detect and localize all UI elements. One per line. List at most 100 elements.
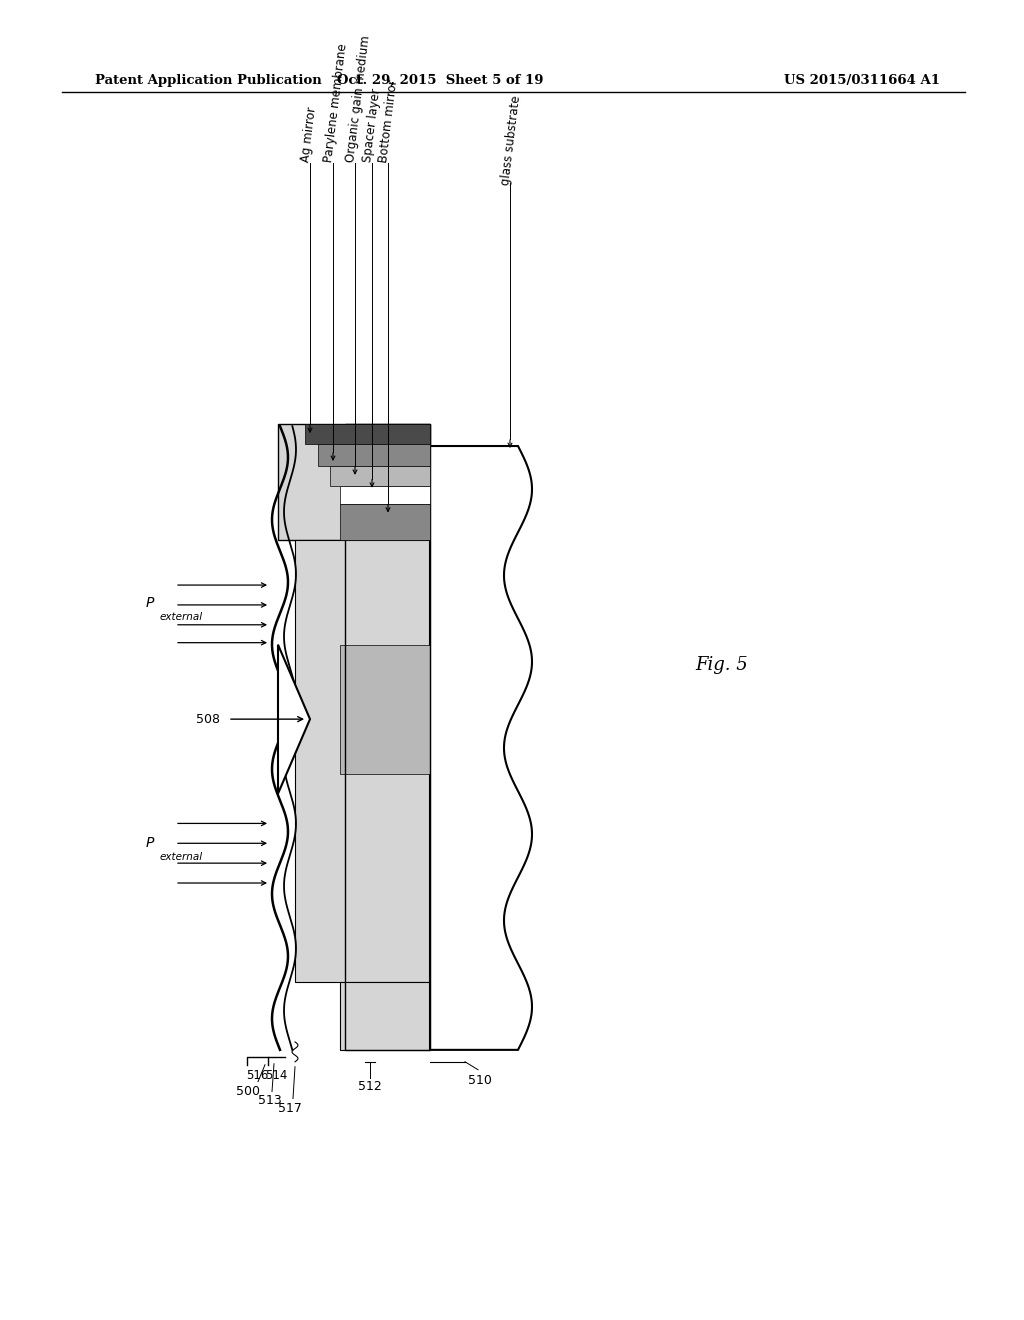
Bar bbox=[345, 876, 430, 883]
Text: $P$: $P$ bbox=[144, 595, 155, 610]
Bar bbox=[345, 1030, 430, 1036]
Bar bbox=[345, 911, 430, 917]
Bar bbox=[318, 444, 430, 466]
Bar bbox=[330, 466, 430, 486]
Text: glass substrate: glass substrate bbox=[499, 95, 523, 186]
Bar bbox=[345, 939, 430, 945]
Bar bbox=[345, 764, 430, 772]
Bar bbox=[345, 960, 430, 966]
Text: Bottom mirror: Bottom mirror bbox=[377, 78, 400, 162]
Bar bbox=[345, 479, 430, 487]
Bar bbox=[345, 515, 430, 521]
Bar bbox=[345, 904, 430, 911]
Bar bbox=[345, 807, 430, 813]
Bar bbox=[345, 473, 430, 479]
Text: US 2015/0311664 A1: US 2015/0311664 A1 bbox=[784, 74, 940, 87]
Bar bbox=[345, 737, 430, 744]
Bar bbox=[345, 1043, 430, 1049]
Bar bbox=[345, 494, 430, 500]
Bar bbox=[345, 772, 430, 779]
Text: 513: 513 bbox=[258, 1093, 282, 1106]
Bar bbox=[345, 1001, 430, 1008]
Bar bbox=[345, 445, 430, 451]
Text: Oct. 29, 2015  Sheet 5 of 19: Oct. 29, 2015 Sheet 5 of 19 bbox=[337, 74, 544, 87]
Bar bbox=[278, 424, 430, 540]
Bar bbox=[345, 758, 430, 764]
Bar bbox=[345, 647, 430, 653]
Text: 516: 516 bbox=[247, 1069, 268, 1081]
Bar bbox=[345, 605, 430, 612]
Bar bbox=[345, 564, 430, 570]
Bar bbox=[340, 644, 430, 774]
Text: Patent Application Publication: Patent Application Publication bbox=[95, 74, 322, 87]
Text: Fig. 5: Fig. 5 bbox=[695, 656, 748, 673]
Bar bbox=[345, 438, 430, 445]
Text: external: external bbox=[160, 853, 203, 862]
Text: 510: 510 bbox=[468, 1073, 492, 1086]
Text: 512: 512 bbox=[358, 1080, 382, 1093]
Bar bbox=[345, 696, 430, 702]
Bar bbox=[345, 549, 430, 556]
Bar bbox=[345, 869, 430, 876]
Bar bbox=[345, 730, 430, 737]
Bar bbox=[345, 981, 430, 987]
Bar bbox=[345, 536, 430, 543]
Bar bbox=[345, 591, 430, 598]
Bar bbox=[345, 508, 430, 515]
Bar bbox=[345, 813, 430, 821]
Bar bbox=[345, 702, 430, 709]
Bar bbox=[345, 1015, 430, 1022]
Bar bbox=[345, 723, 430, 730]
Text: 514: 514 bbox=[265, 1069, 288, 1081]
Bar bbox=[345, 660, 430, 668]
Bar bbox=[345, 973, 430, 981]
Bar bbox=[345, 834, 430, 841]
Text: external: external bbox=[160, 612, 203, 622]
Bar bbox=[345, 849, 430, 855]
Text: 517: 517 bbox=[279, 1101, 302, 1114]
Bar bbox=[345, 487, 430, 494]
Bar bbox=[345, 932, 430, 939]
Bar bbox=[345, 751, 430, 758]
Bar bbox=[345, 779, 430, 785]
Bar bbox=[345, 883, 430, 890]
Bar bbox=[345, 675, 430, 681]
Bar bbox=[345, 466, 430, 473]
Text: 508: 508 bbox=[196, 713, 220, 726]
Bar bbox=[345, 792, 430, 800]
Bar bbox=[345, 500, 430, 508]
Bar bbox=[345, 424, 430, 1049]
Bar bbox=[345, 424, 430, 432]
Bar bbox=[345, 966, 430, 973]
Bar bbox=[345, 855, 430, 862]
Bar bbox=[345, 744, 430, 751]
Bar bbox=[345, 640, 430, 647]
Bar bbox=[345, 681, 430, 688]
Bar bbox=[345, 459, 430, 466]
Bar bbox=[345, 556, 430, 564]
Bar bbox=[345, 828, 430, 834]
Polygon shape bbox=[278, 644, 310, 793]
Bar bbox=[345, 619, 430, 626]
Bar bbox=[345, 598, 430, 605]
Bar bbox=[345, 583, 430, 591]
Bar bbox=[345, 800, 430, 807]
Bar bbox=[345, 821, 430, 828]
Text: 500: 500 bbox=[236, 1085, 260, 1098]
Bar bbox=[345, 1022, 430, 1030]
Bar bbox=[345, 841, 430, 849]
Bar bbox=[345, 632, 430, 640]
Bar bbox=[345, 925, 430, 932]
Bar bbox=[345, 862, 430, 869]
Text: Ag mirror: Ag mirror bbox=[299, 106, 318, 162]
Bar bbox=[340, 982, 430, 1049]
Text: Spacer layer: Spacer layer bbox=[361, 87, 383, 162]
Bar bbox=[345, 521, 430, 528]
Bar bbox=[345, 785, 430, 792]
Text: Organic gain medium: Organic gain medium bbox=[344, 34, 373, 162]
Bar bbox=[345, 709, 430, 717]
Bar bbox=[345, 994, 430, 1001]
Bar bbox=[345, 945, 430, 953]
Bar bbox=[340, 486, 430, 504]
Bar bbox=[345, 528, 430, 536]
